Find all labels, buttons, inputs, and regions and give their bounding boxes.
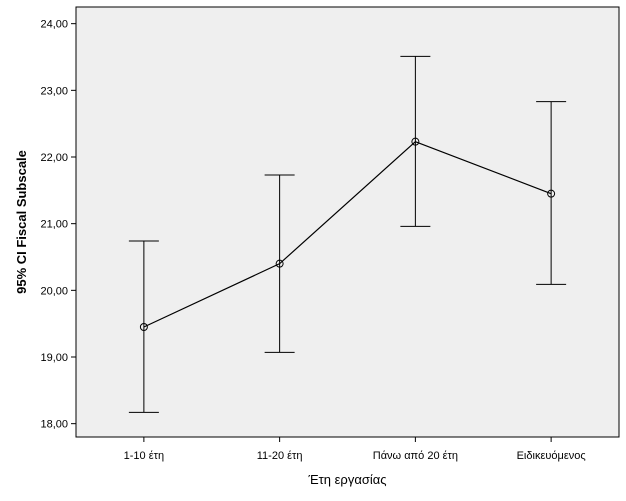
chart-marks [128,55,567,413]
mean-point [411,137,420,146]
x-tick-label: Ειδικευόμενος [517,450,586,462]
x-tick-label: 1-10 έτη [124,450,164,462]
y-axis: 18,00 19,00 20,00 21,00 22,00 23,00 24,00 [40,19,76,431]
y-tick-label: 22,00 [40,152,68,164]
plot-area [75,6,620,438]
mean-line [143,140,552,328]
y-tick-label: 19,00 [40,352,68,364]
x-tick-label: Πάνω από 20 έτη [373,450,458,462]
x-tick-label: 11-20 έτη [257,450,303,462]
mean-point [275,259,284,268]
x-axis: 1-10 έτη 11-20 έτη Πάνω από 20 έτη Ειδικευό… [124,437,586,462]
y-tick-label: 20,00 [40,285,68,297]
y-axis-title: 95% CI Fiscal Subscale [14,150,29,294]
x-axis-title: Έτη εργασίας [307,472,386,487]
y-tick-label: 23,00 [40,85,68,97]
y-tick-label: 21,00 [40,219,68,231]
y-tick-label: 24,00 [40,19,68,31]
y-tick-label: 18,00 [40,419,68,431]
mean-point [547,189,556,198]
mean-point [139,323,148,331]
